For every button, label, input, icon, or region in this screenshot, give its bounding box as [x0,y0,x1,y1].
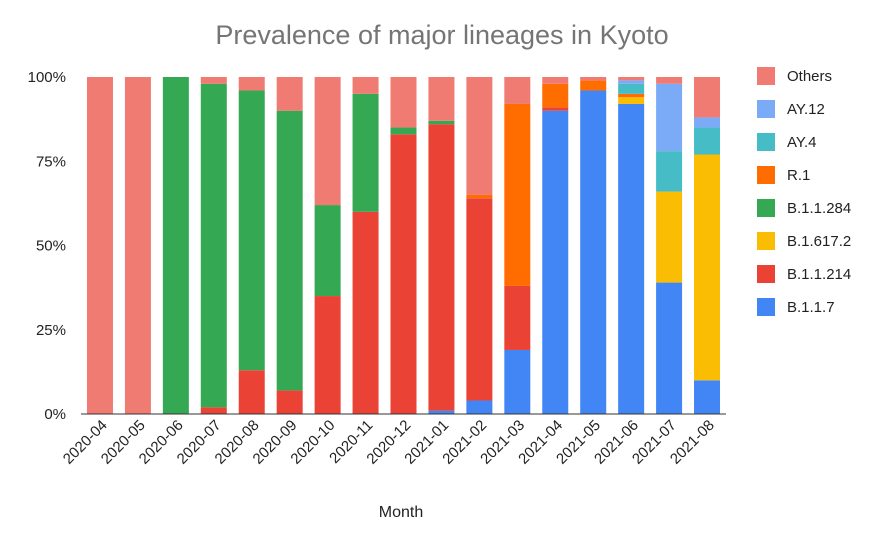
bar-segment-b-1-1-7-2021-03 [504,349,531,414]
bar-segment-b-1-617-2-2021-07 [656,191,683,283]
bar-segment-r-1-2021-02 [466,194,493,199]
bar-segment-b-1-617-2-2021-08 [694,154,721,381]
legend-swatch [757,100,775,118]
legend-label: AY.4 [787,134,816,151]
y-tick-label: 25% [36,322,66,339]
y-tick-label: 75% [36,153,66,170]
x-axis-title: Month [379,504,423,521]
bar-segment-others-2021-04 [542,77,569,84]
bar-segment-others-2020-04 [86,77,113,414]
bar-segment-others-2020-08 [238,77,265,91]
bar-segment-others-2021-01 [428,77,455,121]
bar-segment-b-1-1-214-2020-12 [390,134,417,415]
bar-segment-others-2020-09 [276,77,303,111]
bar-segment-b-1-1-214-2021-04 [542,107,569,111]
legend-swatch [757,298,775,316]
legend-swatch [757,199,775,217]
legend-label: Others [787,68,832,85]
legend-label: B.1.1.214 [787,266,851,283]
bar-segment-b-1-1-284-2021-01 [428,120,455,125]
bar-segment-b-1-1-284-2020-06 [162,77,189,414]
bar-segment-b-1-1-284-2020-07 [200,83,227,408]
bar-segment-b-1-1-214-2020-08 [238,370,265,414]
bar-segment-others-2021-03 [504,77,531,104]
bar-segment-others-2021-05 [580,77,607,81]
bar-segment-b-1-1-214-2020-09 [276,390,303,414]
y-tick-label: 100% [28,69,66,86]
legend-swatch [757,265,775,283]
legend-label: B.1.617.2 [787,233,851,250]
legend: Others AY.12 AY.4 R.1 B.1.1.284 B.1.617.2 B.1.… [757,67,851,316]
chart-title: Prevalence of major lineages in Kyoto [215,20,668,50]
bar-segment-others-2020-05 [124,77,151,414]
bar-segment-b-1-1-284-2020-08 [238,90,265,371]
bar-segment-b-1-1-214-2021-01 [428,124,455,411]
y-tick-label: 50% [36,238,66,255]
bar-segment-r-1-2021-03 [504,103,531,286]
bar-segment-others-2020-12 [390,77,417,128]
bar-segment-b-1-617-2-2021-06 [618,97,645,104]
legend-label: B.1.1.284 [787,200,851,217]
y-tick-labels: 0% 25% 50% 75% 100% [28,69,66,423]
bar-segment-b-1-1-7-2021-07 [656,282,683,414]
bar-segment-b-1-1-284-2020-11 [352,93,379,212]
legend-label: AY.12 [787,101,825,118]
bars-group [86,77,721,415]
bar-segment-b-1-1-214-2020-11 [352,211,379,414]
bar-segment-r-1-2021-06 [618,93,645,98]
bar-segment-r-1-2021-04 [542,83,569,108]
bar-segment-b-1-1-214-2020-07 [200,407,227,414]
bar-segment-others-2020-11 [352,77,379,94]
bar-segment-b-1-1-7-2021-04 [542,110,569,414]
bar-segment-b-1-1-214-2021-03 [504,285,531,350]
bar-segment-b-1-1-284-2020-12 [390,127,417,135]
bar-segment-r-1-2021-05 [580,80,607,91]
bar-segment-b-1-1-7-2021-06 [618,103,645,415]
bar-segment-ay-4-2021-06 [618,83,645,94]
bar-segment-others-2021-02 [466,77,493,195]
bar-segment-others-2021-07 [656,77,683,84]
bar-segment-ay-4-2021-08 [694,127,721,155]
bar-segment-ay-12-2021-08 [694,117,721,128]
bar-segment-b-1-1-7-2021-08 [694,380,721,414]
bar-segment-b-1-1-7-2021-01 [428,410,455,414]
bar-segment-ay-12-2021-07 [656,83,683,152]
bar-segment-b-1-1-284-2020-10 [314,205,341,297]
bar-segment-b-1-1-7-2021-02 [466,400,493,414]
legend-swatch [757,133,775,151]
y-tick-label: 0% [44,406,66,423]
legend-label: R.1 [787,167,810,184]
bar-segment-b-1-1-284-2020-09 [276,110,303,391]
bar-segment-b-1-1-214-2021-02 [466,198,493,401]
bar-segment-others-2020-10 [314,77,341,206]
bar-segment-ay-4-2021-07 [656,151,683,192]
x-tick-labels: 2020-042020-052020-062020-072020-082020-… [60,417,718,468]
legend-label: B.1.1.7 [787,299,835,316]
legend-swatch [757,232,775,250]
bar-segment-b-1-1-7-2021-05 [580,90,607,414]
legend-swatch [757,67,775,85]
bar-segment-ay-12-2021-06 [618,80,645,84]
bar-segment-others-2021-08 [694,77,721,118]
bar-segment-others-2021-06 [618,77,645,81]
bar-segment-others-2020-07 [200,77,227,84]
legend-swatch [757,166,775,184]
bar-segment-b-1-1-214-2020-10 [314,296,341,414]
